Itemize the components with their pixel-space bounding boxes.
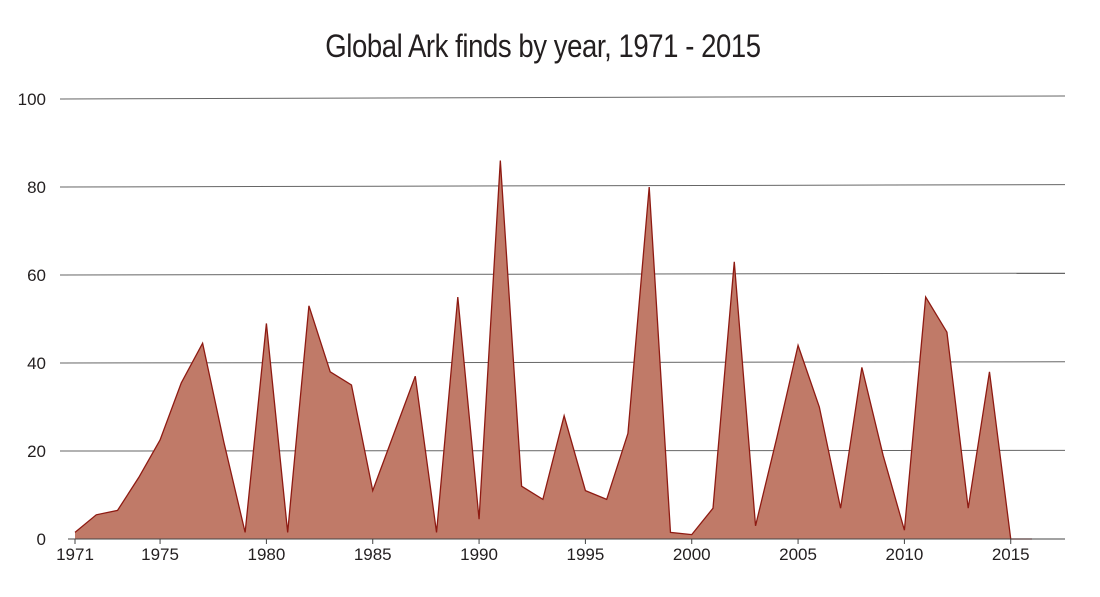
gridline-100 [59, 95, 1066, 100]
x-tick-label-2015: 2015 [992, 545, 1030, 564]
chart-title: Global Ark finds by year, 1971 - 2015 [325, 28, 761, 64]
x-tick-label-1980: 1980 [247, 545, 285, 564]
y-tick-label-100: 100 [18, 90, 46, 109]
x-tick-label-1990: 1990 [460, 545, 498, 564]
x-tick-label-2010: 2010 [885, 545, 923, 564]
y-tick-labels: 0 20 40 60 80 100 [18, 90, 46, 549]
x-tick-label-1975: 1975 [141, 545, 179, 564]
y-tick-label-60: 60 [27, 266, 46, 285]
gridline-40 [59, 361, 1066, 364]
x-tick-label-1995: 1995 [566, 545, 604, 564]
y-tick-label-80: 80 [27, 178, 46, 197]
gridline-80 [59, 184, 1066, 188]
axes [68, 538, 1065, 544]
x-tick-labels: 1971 1975 1980 1985 1990 1995 2000 2005 2010 2015 [56, 545, 1030, 564]
x-tick-label-2005: 2005 [779, 545, 817, 564]
area-series [74, 160, 1032, 540]
area-fill [75, 160, 1032, 539]
y-tick-label-0: 0 [37, 530, 46, 549]
y-tick-label-20: 20 [27, 442, 46, 461]
y-tick-label-40: 40 [27, 354, 46, 373]
gridline-60 [59, 272, 1066, 276]
x-tick-label-1971: 1971 [56, 545, 94, 564]
x-tick-label-1985: 1985 [354, 545, 392, 564]
area-outline [74, 160, 1032, 540]
gridlines [59, 95, 1066, 452]
x-tick-label-2000: 2000 [673, 545, 711, 564]
